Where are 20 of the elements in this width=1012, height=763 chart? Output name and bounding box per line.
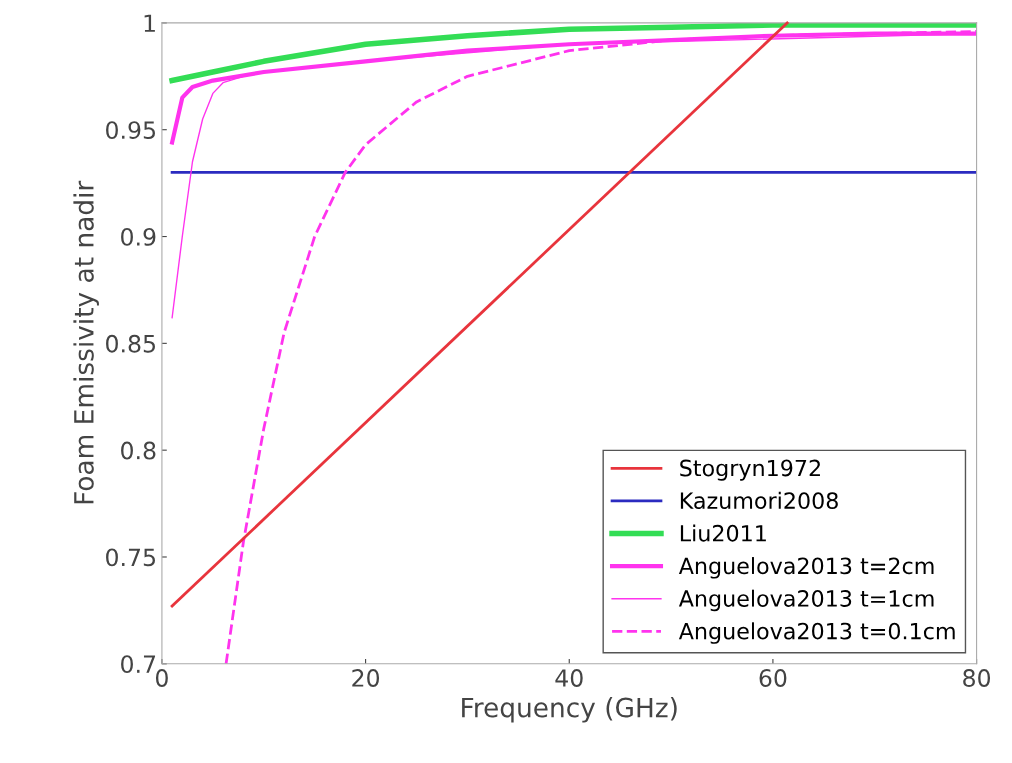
x-axis-title: Frequency (GHz) bbox=[462, 697, 677, 723]
y-tick-label: 0.95 bbox=[106, 121, 155, 140]
x-tick-label: 20 bbox=[352, 669, 380, 687]
y-axis-title: Foam Emissivity at nadir bbox=[73, 180, 99, 504]
y-tick-label: 1 bbox=[144, 14, 155, 32]
legend-label: Anguelova2013 t=2cm bbox=[678, 557, 934, 579]
legend-label: Kazumori2008 bbox=[680, 491, 838, 510]
x-tick-label: 0 bbox=[155, 669, 168, 687]
legend-label: Liu2011 bbox=[680, 524, 766, 542]
y-tick-label: 0.7 bbox=[121, 655, 156, 674]
x-tick-label: 60 bbox=[759, 669, 787, 687]
y-tick-label: 0.9 bbox=[121, 227, 156, 246]
y-tick-label: 0.85 bbox=[106, 334, 155, 353]
x-tick-label: 40 bbox=[555, 669, 583, 687]
y-tick-label: 0.8 bbox=[121, 441, 156, 460]
legend-label: Anguelova2013 t=0.1cm bbox=[678, 622, 955, 644]
y-tick-label: 0.75 bbox=[106, 548, 155, 567]
x-tick-label: 80 bbox=[963, 669, 991, 687]
legend-label: Anguelova2013 t=1cm bbox=[678, 589, 934, 612]
legend-label: Stogryn1972 bbox=[680, 459, 820, 481]
